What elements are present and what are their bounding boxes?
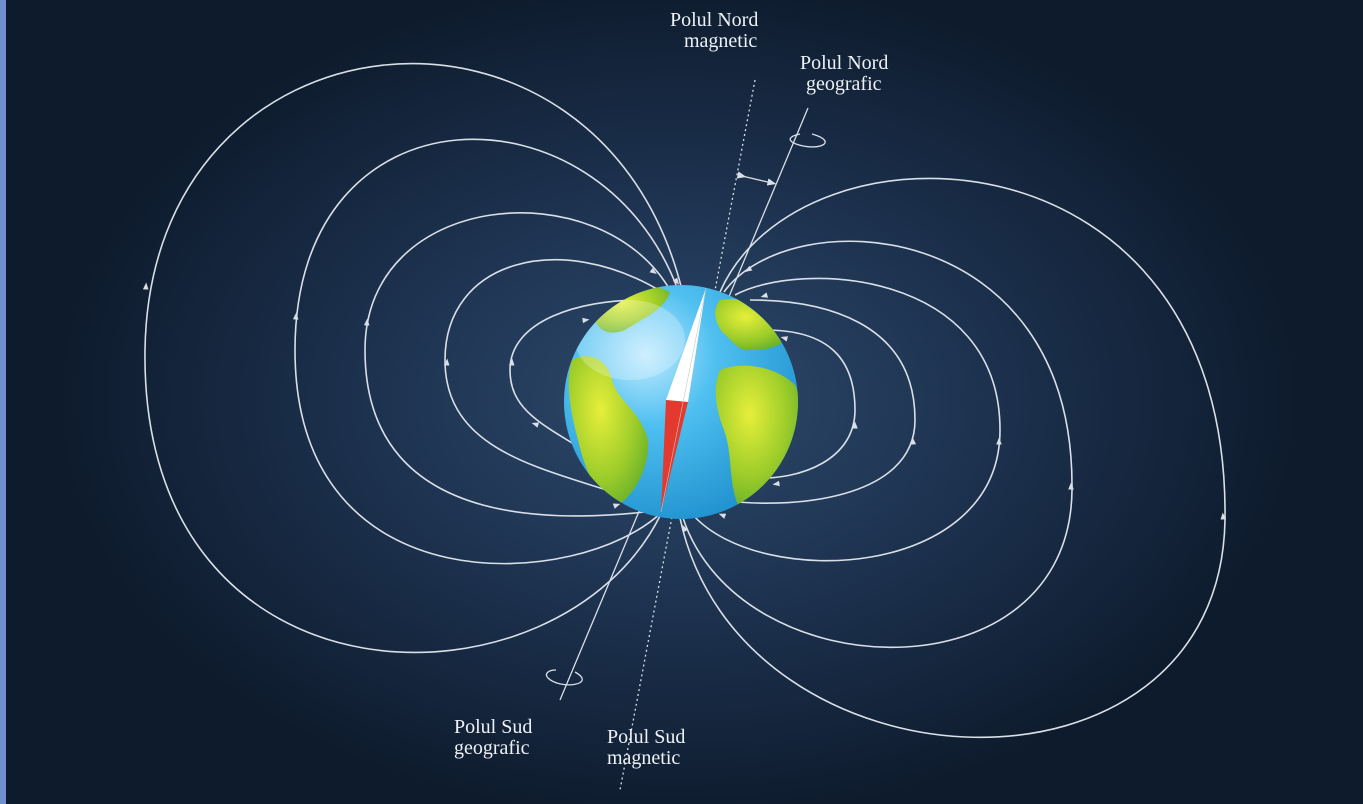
field-line-right-4 — [719, 299, 916, 504]
label-north-geographic-line1: Polul Nord — [800, 52, 889, 74]
arrow-icon — [142, 282, 149, 290]
rotation-arrow-icon-south — [545, 669, 583, 686]
label-north-magnetic-line2: magnetic — [684, 30, 758, 52]
field-line-right-3 — [692, 277, 1001, 562]
label-north-geographic: Polul Nord geografic — [800, 53, 888, 95]
label-south-magnetic-line2: magnetic — [607, 747, 681, 769]
diagram-canvas: Polul Nord magnetic Polul Nord geografic… — [6, 0, 1363, 804]
label-south-magnetic: Polul Sud magnetic — [607, 727, 685, 769]
magnetic-field-diagram — [142, 62, 1227, 791]
compass-needle-icon — [660, 287, 707, 513]
arrow-icon — [772, 480, 780, 487]
field-line-left-3 — [364, 212, 671, 517]
arrow-icon — [649, 267, 657, 275]
field-lines — [144, 62, 1226, 739]
field-line-right-2 — [682, 240, 1073, 649]
field-line-right-1 — [679, 177, 1226, 739]
arrow-icon — [760, 292, 769, 298]
arrow-icon — [780, 336, 789, 342]
arrow-icon — [718, 513, 727, 519]
field-line-left-2 — [294, 138, 679, 565]
arrow-icon — [1220, 512, 1227, 520]
arrow-icon — [582, 317, 590, 324]
label-south-magnetic-line1: Polul Sud — [607, 726, 686, 748]
label-south-geographic-line2: geografic — [454, 737, 530, 759]
arrow-icon — [910, 437, 917, 445]
label-south-geographic: Polul Sud geografic — [454, 717, 532, 759]
arrow-icon — [508, 358, 515, 366]
label-north-magnetic: Polul Nord magnetic — [670, 10, 758, 52]
field-line-right-5 — [754, 329, 856, 479]
field-line-left-1 — [144, 62, 683, 654]
label-south-geographic-line1: Polul Sud — [454, 716, 533, 738]
arrow-icon — [612, 503, 621, 509]
declination-arrow-icon — [736, 171, 777, 186]
label-north-geographic-line2: geografic — [806, 73, 882, 95]
rotation-arrow-icon-north — [789, 133, 826, 148]
label-north-magnetic-line1: Polul Nord — [670, 9, 759, 31]
